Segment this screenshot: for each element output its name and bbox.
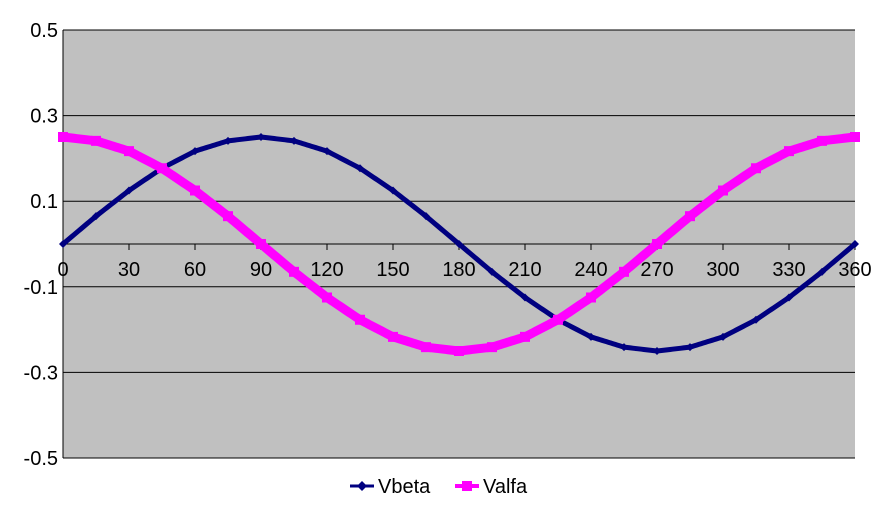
- series-lines: [58, 132, 860, 356]
- x-axis-tick-labels: 0 30 60 90 120 150 180 210 240 270 300 330 360: [57, 259, 871, 281]
- data-point: [454, 346, 464, 356]
- data-point: [92, 212, 100, 221]
- data-point: [256, 239, 266, 249]
- data-point: [784, 146, 794, 157]
- x-tick-label: 30: [118, 259, 140, 281]
- data-point: [752, 315, 760, 324]
- data-point: [125, 186, 133, 195]
- data-point: [719, 332, 727, 341]
- data-point: [718, 185, 728, 196]
- data-point: [620, 343, 628, 352]
- data-point: [653, 347, 661, 355]
- data-point: [422, 212, 430, 221]
- x-tick-label: 60: [184, 259, 206, 281]
- x-tick-label: 210: [508, 259, 541, 281]
- data-point: [850, 132, 860, 142]
- data-point: [257, 133, 265, 141]
- x-tick-label: 300: [706, 259, 739, 281]
- data-point: [521, 293, 529, 302]
- data-point: [223, 211, 233, 222]
- data-point: [289, 266, 299, 277]
- data-point: [818, 267, 826, 276]
- y-tick-label: 0.1: [30, 191, 58, 213]
- data-point: [785, 293, 793, 302]
- data-point: [157, 163, 167, 174]
- data-point: [91, 135, 101, 146]
- data-point: [224, 136, 232, 145]
- data-point: [322, 292, 332, 303]
- data-point: [356, 164, 364, 173]
- data-point: [751, 163, 761, 174]
- data-point: [587, 332, 595, 341]
- data-point: [488, 267, 496, 276]
- y-tick-label: 0.5: [30, 20, 58, 42]
- legend-label: Vbeta: [378, 476, 431, 498]
- data-point: [421, 342, 431, 353]
- data-point: [124, 146, 134, 157]
- y-tick-label: -0.1: [24, 277, 58, 299]
- x-tick-label: 330: [772, 259, 805, 281]
- legend-marker: [462, 481, 472, 491]
- x-tick-label: 90: [250, 259, 272, 281]
- x-tick-label: 240: [574, 259, 607, 281]
- data-point: [619, 266, 629, 277]
- x-tick-label: 120: [310, 259, 343, 281]
- x-tick-label: 150: [376, 259, 409, 281]
- gridlines: [62, 29, 855, 459]
- data-point: [290, 136, 298, 145]
- y-tick-label: -0.3: [24, 362, 58, 384]
- x-tick-label: 180: [442, 259, 475, 281]
- x-tick-label: 360: [838, 259, 871, 281]
- data-point: [851, 240, 859, 248]
- data-point: [59, 240, 67, 248]
- legend-label: Valfa: [483, 476, 528, 498]
- data-point: [817, 135, 827, 146]
- y-axis-tick-labels: 0.5 0.3 0.1 -0.1 -0.3 -0.5: [24, 20, 58, 470]
- data-point: [487, 342, 497, 353]
- data-point: [455, 240, 463, 248]
- data-point: [190, 185, 200, 196]
- legend-marker: [357, 481, 367, 491]
- data-point: [58, 132, 68, 142]
- data-point: [652, 239, 662, 249]
- y-tick-label: -0.5: [24, 448, 58, 470]
- data-point: [520, 331, 530, 342]
- data-point: [553, 314, 563, 325]
- data-point: [389, 186, 397, 195]
- data-point: [323, 147, 331, 156]
- x-tick-label: 0: [57, 259, 68, 281]
- data-point: [586, 292, 596, 303]
- y-tick-label: 0.3: [30, 106, 58, 128]
- data-point: [686, 343, 694, 352]
- data-point: [355, 314, 365, 325]
- x-tick-label: 270: [640, 259, 673, 281]
- data-point: [388, 331, 398, 342]
- data-point: [685, 211, 695, 222]
- data-point: [191, 147, 199, 156]
- legend: Vbeta Valfa: [350, 476, 528, 498]
